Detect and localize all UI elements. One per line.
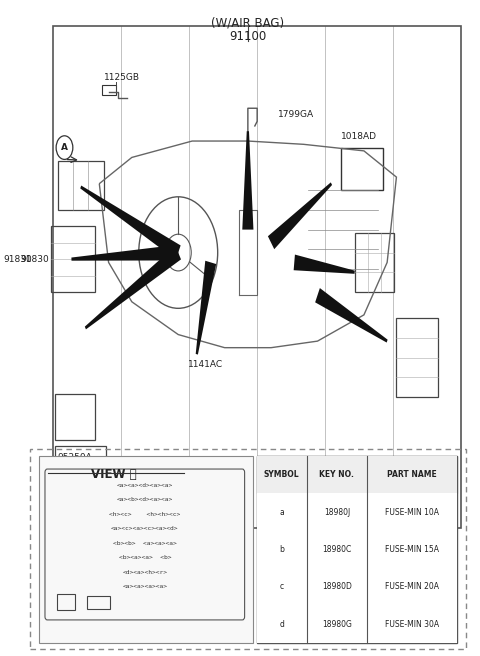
- Bar: [55, 446, 106, 502]
- Text: SYMBOL: SYMBOL: [264, 470, 300, 479]
- Polygon shape: [72, 245, 179, 260]
- Bar: [341, 148, 383, 190]
- Text: b: b: [279, 545, 284, 554]
- Text: <a><a><d><a><a>: <a><a><d><a><a>: [117, 483, 173, 488]
- Text: <h><c>    <h><h><c>: <h><c> <h><h><c>: [109, 512, 180, 517]
- Bar: [355, 233, 394, 292]
- Bar: [257, 456, 457, 493]
- Polygon shape: [242, 131, 253, 230]
- Text: 1799GA: 1799GA: [278, 110, 314, 119]
- Text: FUSE-MIN 20A: FUSE-MIN 20A: [385, 583, 439, 591]
- Bar: [87, 596, 110, 609]
- Text: d: d: [279, 620, 284, 628]
- Bar: [257, 531, 457, 568]
- Text: 1018AD: 1018AD: [341, 132, 377, 141]
- Bar: [55, 394, 95, 440]
- Bar: [39, 456, 252, 643]
- Text: c: c: [280, 583, 284, 591]
- Text: FUSE-MIN 15A: FUSE-MIN 15A: [385, 545, 439, 554]
- Bar: [257, 531, 457, 568]
- Text: 18980C: 18980C: [322, 545, 351, 554]
- Bar: [257, 493, 457, 531]
- Bar: [57, 594, 75, 610]
- Polygon shape: [196, 260, 216, 355]
- Text: 91830: 91830: [3, 255, 32, 264]
- Text: 1338AC: 1338AC: [63, 515, 98, 524]
- Text: a: a: [279, 508, 284, 516]
- Text: 1141AC: 1141AC: [188, 359, 223, 369]
- Polygon shape: [268, 182, 332, 249]
- Text: 1125GB: 1125GB: [104, 73, 140, 82]
- Text: 18980G: 18980G: [322, 620, 352, 628]
- Text: A: A: [61, 143, 68, 152]
- Text: 91830: 91830: [20, 255, 48, 264]
- Text: (W/AIR BAG): (W/AIR BAG): [211, 16, 285, 30]
- Bar: [58, 161, 104, 210]
- Text: 18980J: 18980J: [324, 508, 350, 516]
- Text: <b><a><a>  <b>: <b><a><a> <b>: [119, 555, 171, 560]
- Text: FUSE-MIN 30A: FUSE-MIN 30A: [385, 620, 439, 628]
- Text: 18980D: 18980D: [322, 583, 352, 591]
- Bar: [257, 493, 457, 531]
- Polygon shape: [80, 186, 180, 260]
- Bar: [257, 456, 457, 643]
- Bar: [396, 318, 438, 397]
- Text: 91100: 91100: [229, 30, 266, 43]
- Bar: [257, 605, 457, 643]
- Text: KEY NO.: KEY NO.: [320, 470, 354, 479]
- Bar: [257, 456, 457, 493]
- Text: 95250A: 95250A: [58, 453, 92, 462]
- Text: VIEW Ⓐ: VIEW Ⓐ: [91, 468, 136, 481]
- Polygon shape: [85, 246, 181, 329]
- Text: <a><c><a><c><a><d>: <a><c><a><c><a><d>: [111, 526, 179, 531]
- Text: <a><b><d><a><a>: <a><b><d><a><a>: [117, 497, 173, 502]
- Polygon shape: [315, 288, 388, 342]
- Bar: [30, 449, 466, 649]
- Bar: [257, 568, 457, 605]
- Polygon shape: [294, 255, 355, 274]
- Bar: [53, 26, 461, 528]
- Bar: [257, 605, 457, 643]
- Text: <a><a><a><a>: <a><a><a><a>: [122, 584, 168, 589]
- Text: <b><b>  <a><a><a>: <b><b> <a><a><a>: [113, 541, 177, 546]
- Bar: [257, 568, 457, 605]
- Bar: [102, 85, 116, 95]
- Text: PART NAME: PART NAME: [387, 470, 437, 479]
- Text: <d><a><h><r>: <d><a><h><r>: [122, 569, 168, 575]
- Text: FUSE-MIN 10A: FUSE-MIN 10A: [385, 508, 439, 516]
- Bar: [50, 226, 95, 292]
